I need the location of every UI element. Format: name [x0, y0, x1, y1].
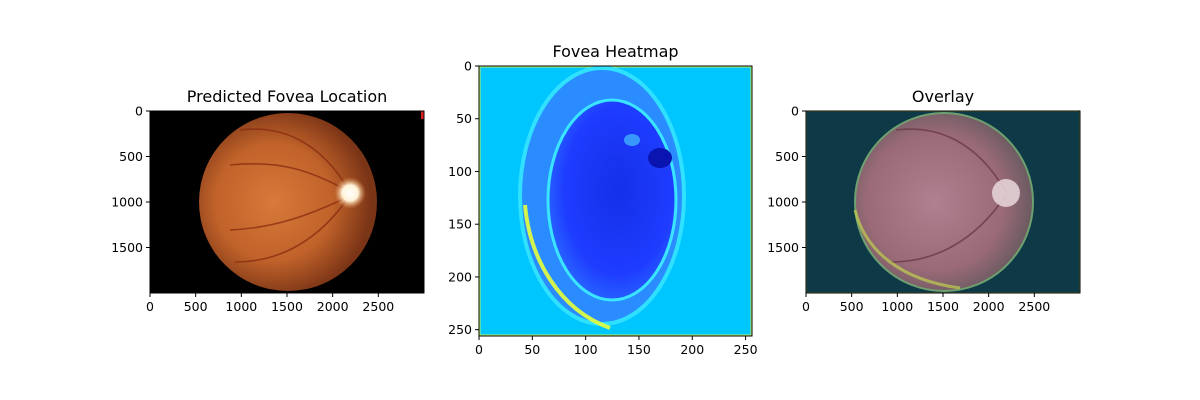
axes-title: Overlay [912, 87, 974, 106]
y-tick-label: 0 [464, 59, 472, 74]
x-tick-label: 2000 [973, 299, 1005, 314]
x-tick-label: 1000 [881, 299, 913, 314]
heatmap-dark-spot [648, 148, 672, 168]
y-tick-label: 1500 [111, 240, 143, 255]
x-tick-label: 1500 [927, 299, 959, 314]
x-tick-label: 100 [574, 342, 598, 357]
overlay-yellow-arc [853, 209, 961, 290]
panel-overlay [806, 111, 1080, 293]
x-tick-label: 2500 [362, 299, 394, 314]
x-tick-label: 2500 [1018, 299, 1050, 314]
panel-predicted-fovea [150, 111, 424, 293]
prediction-marker [421, 111, 424, 119]
y-tick-label: 0 [135, 104, 143, 119]
x-tick-label: 0 [146, 299, 154, 314]
x-tick-label: 1500 [271, 299, 303, 314]
y-tick-label: 1000 [767, 195, 799, 210]
x-tick-label: 150 [627, 342, 651, 357]
y-tick-label: 50 [456, 111, 472, 126]
axes-3: Overlay 0 500 1000 1500 2000 2500 0 500 1000 1500 [767, 87, 1081, 314]
x-tick-label: 1000 [225, 299, 257, 314]
axes-frame [478, 65, 753, 337]
x-tick-label: 200 [680, 342, 704, 357]
x-tick-label: 0 [802, 299, 810, 314]
fundus-disc [199, 113, 377, 291]
panel-fovea-heatmap [479, 66, 752, 336]
axes-title: Fovea Heatmap [552, 42, 678, 61]
x-tick-label: 2000 [317, 299, 349, 314]
axes-1: Predicted Fovea Location 0 500 1000 1500 2000… [111, 87, 425, 314]
overlay-vessels [890, 128, 1007, 263]
y-tick-label: 500 [119, 149, 143, 164]
y-tick-label: 250 [448, 322, 472, 337]
x-tick-label: 500 [840, 299, 864, 314]
y-tick-label: 0 [791, 104, 799, 119]
x-tick-label: 500 [184, 299, 208, 314]
y-tick-label: 1000 [111, 195, 143, 210]
overlay-disc [854, 112, 1034, 292]
y-tick-label: 100 [448, 164, 472, 179]
heatmap-inner-ring [546, 98, 678, 302]
optic-disc [334, 177, 366, 209]
heatmap-light-spot [624, 134, 640, 146]
heatmap-yellow-arc [523, 204, 611, 330]
x-tick-label: 50 [524, 342, 540, 357]
y-tick-label: 1500 [767, 240, 799, 255]
fundus-vessels [229, 128, 351, 263]
x-tick-label: 250 [734, 342, 758, 357]
axes-title: Predicted Fovea Location [187, 87, 388, 106]
y-tick-label: 150 [448, 217, 472, 232]
y-tick-label: 500 [775, 149, 799, 164]
y-tick-label: 200 [448, 269, 472, 284]
x-tick-label: 0 [475, 342, 483, 357]
overlay-optic-disc [992, 179, 1020, 207]
